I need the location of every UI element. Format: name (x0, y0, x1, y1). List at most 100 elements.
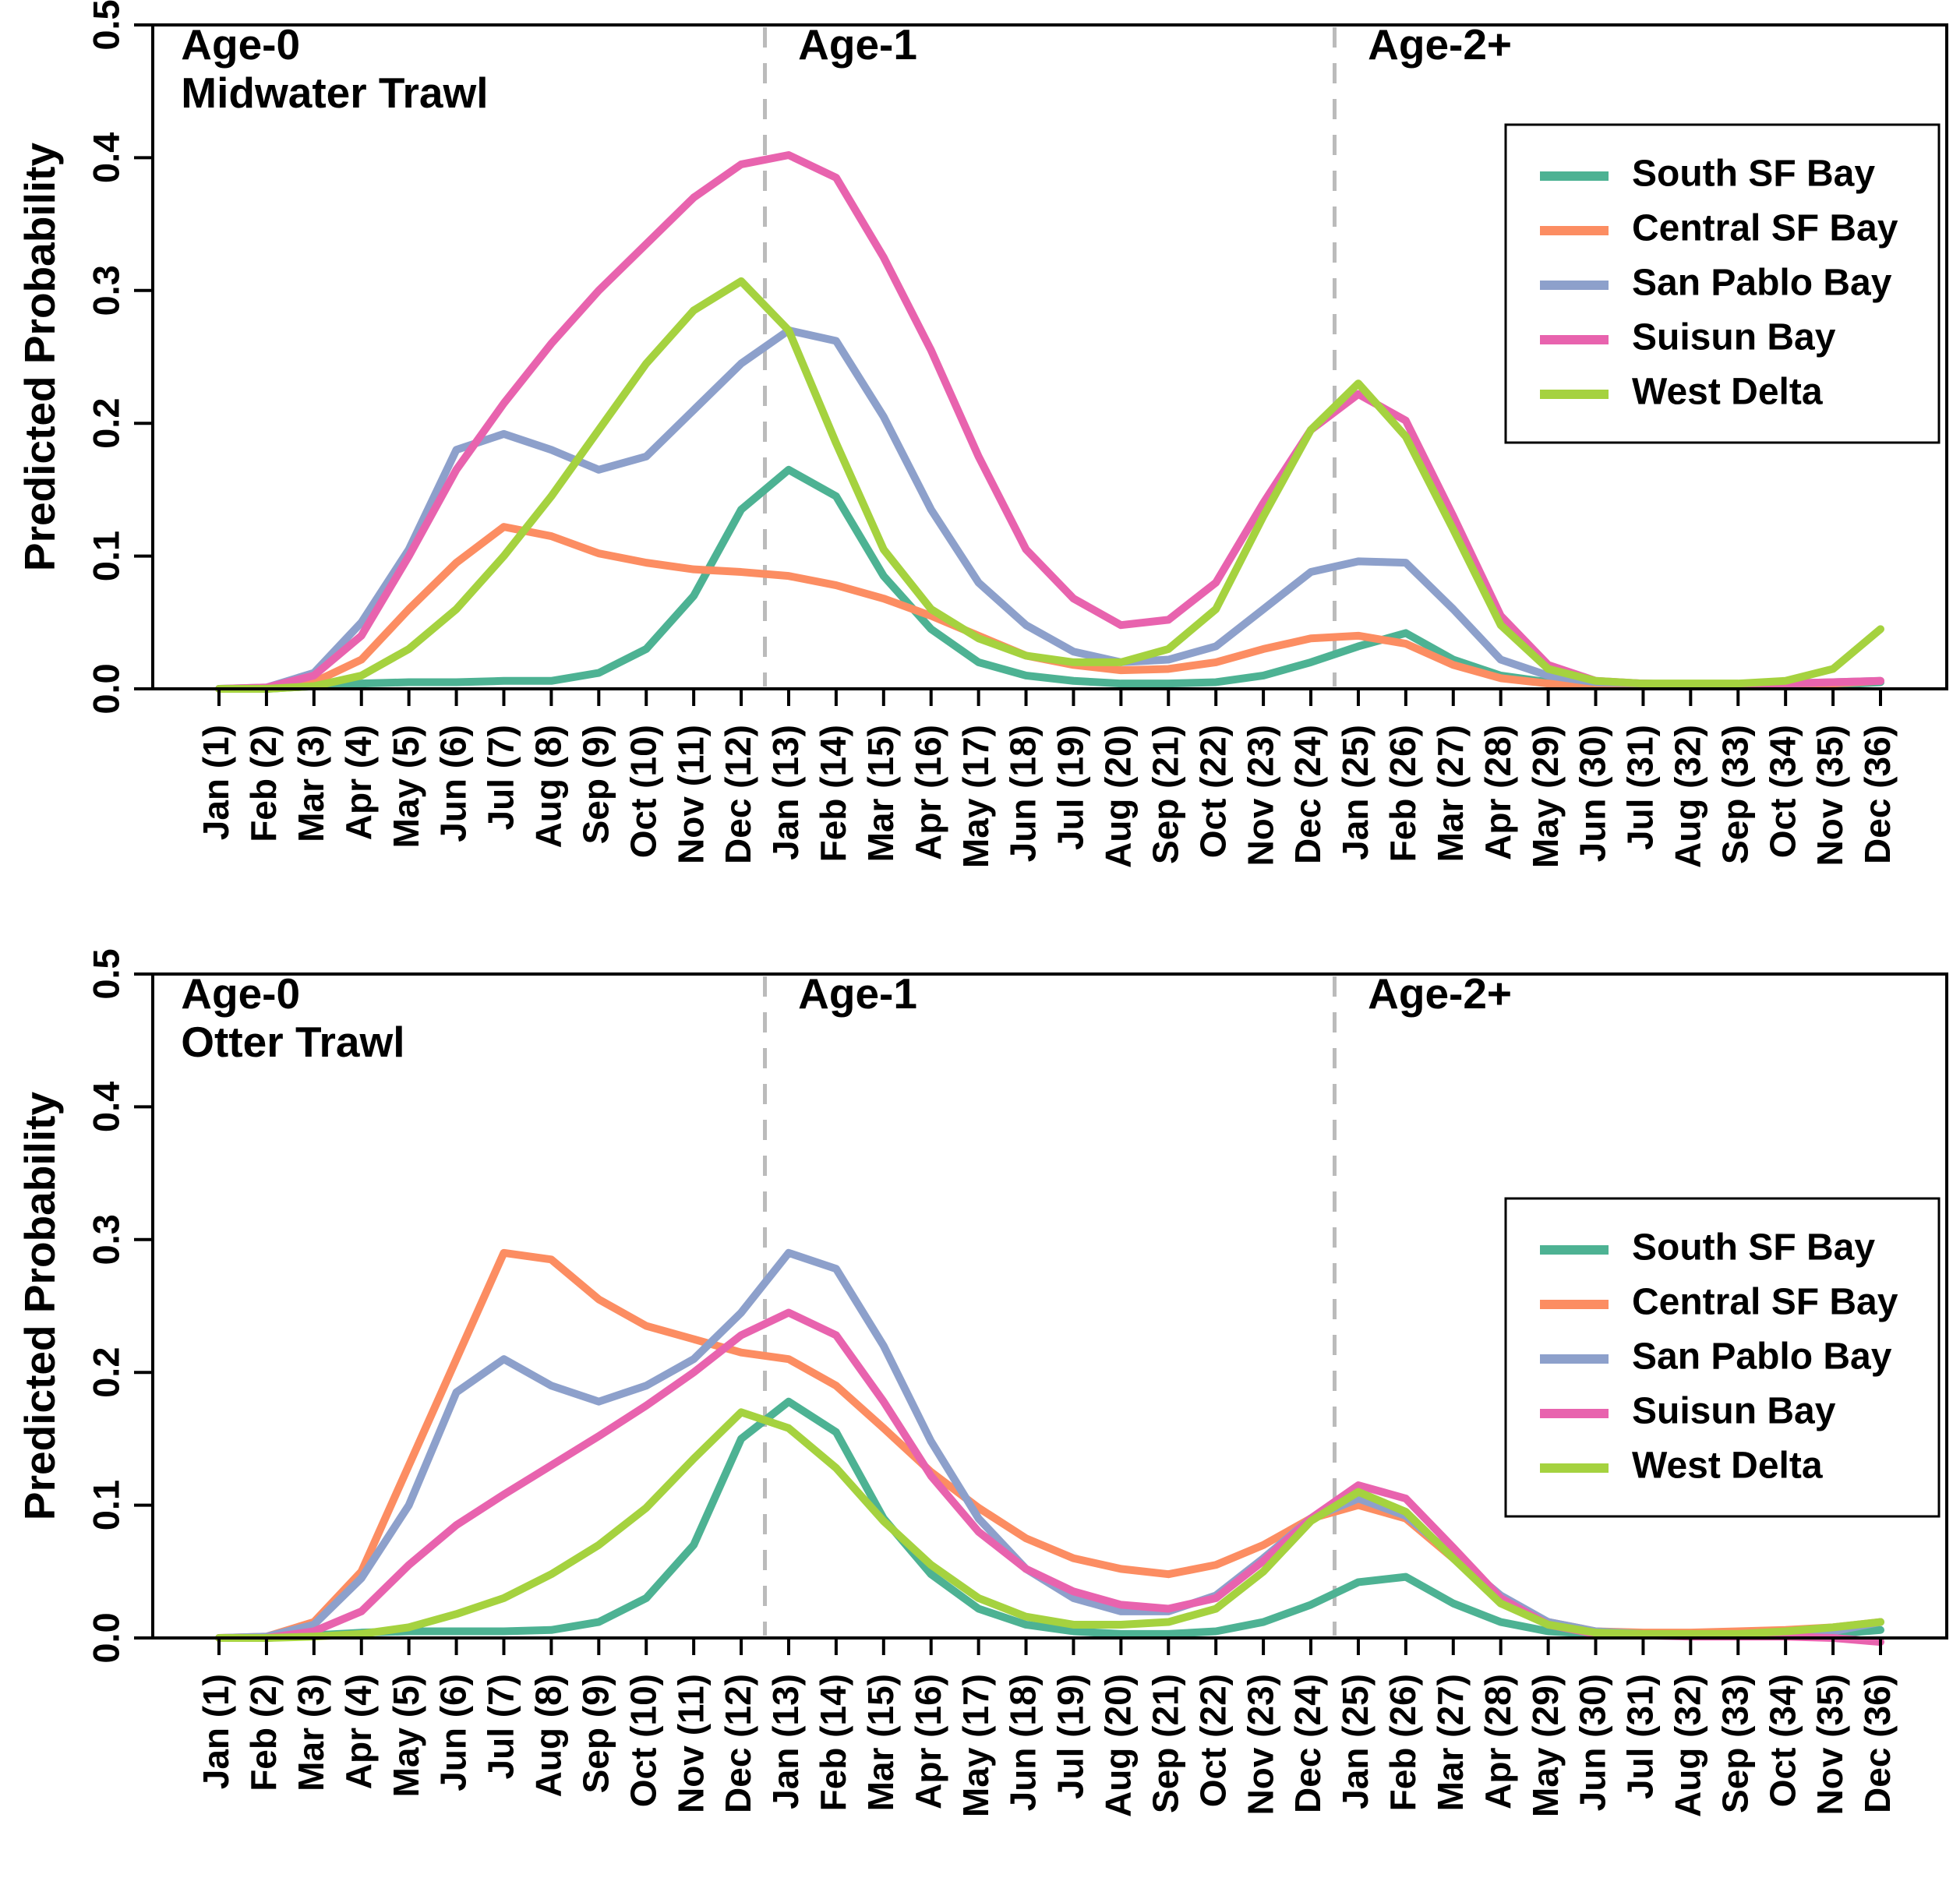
x-tick-label: Dec (36) (1857, 1674, 1898, 1813)
y-tick-label: 0.4 (85, 132, 126, 183)
x-tick-label: Oct (34) (1762, 1674, 1803, 1807)
x-tick-label: Mar (27) (1430, 1674, 1471, 1811)
series-line-west-delta (215, 1408, 1884, 1642)
x-tick-label: Jan (1) (196, 725, 236, 840)
x-tick-label: Jun (6) (433, 725, 474, 842)
age-annotation: Age-0 (181, 20, 300, 69)
plot-border (151, 972, 1948, 1640)
legend-label-south-sf-bay: South SF Bay (1632, 1227, 1875, 1269)
x-tick-label: May (29) (1525, 1674, 1566, 1817)
x-tick-label: Jul (31) (1620, 725, 1661, 850)
age-annotation: Age-0 (181, 969, 300, 1018)
y-tick-label: 0.3 (85, 265, 126, 316)
x-tick-label: Dec (12) (718, 725, 758, 864)
y-tick-label: 0.5 (85, 949, 126, 1000)
x-tick-label: May (17) (955, 1674, 996, 1817)
legend-label-central-sf-bay: Central SF Bay (1632, 208, 1898, 249)
x-tick-label: Dec (24) (1287, 1674, 1328, 1813)
x-tick-label: Aug (20) (1098, 1674, 1139, 1817)
x-tick-label: Apr (28) (1478, 725, 1518, 860)
x-tick-label: Aug (32) (1667, 725, 1707, 868)
x-tick-label: Jan (1) (196, 1674, 236, 1789)
x-tick-label: Jun (18) (1003, 1674, 1044, 1811)
x-tick-label: Nov (23) (1240, 1674, 1280, 1815)
x-tick-label: Mar (15) (860, 725, 901, 862)
panel-title: Midwater Trawl (181, 69, 488, 117)
otter-trawl-chart: Age-0 Age-1 Age-2+ Otter Trawl 0.0 0.1 0.2 0.3 0… (16, 949, 1948, 1817)
x-tick-label: Aug (8) (528, 1674, 569, 1797)
x-tick-label: Oct (10) (623, 725, 663, 858)
x-tick-label: Jul (7) (481, 1674, 521, 1779)
x-tick-label: Sep (33) (1715, 1674, 1755, 1813)
x-tick-label: May (17) (955, 725, 996, 868)
x-tick-label: Jun (6) (433, 1674, 474, 1791)
x-tick-label: Jul (19) (1051, 725, 1091, 850)
legend-label-west-delta: West Delta (1632, 1445, 1823, 1487)
midwater-trawl-chart: Age-0 Age-1 Age-2+ Midwater Trawl 0.0 0.1 0.2 0… (16, 0, 1948, 868)
x-tick-label: Mar (15) (860, 1674, 901, 1811)
series-line-west-delta (215, 277, 1884, 693)
x-tick-label: Jul (7) (481, 725, 521, 830)
x-tick-label: Jun (18) (1003, 725, 1044, 862)
x-tick-label: Feb (2) (243, 1674, 284, 1791)
x-tick-label: Jul (19) (1051, 1674, 1091, 1799)
x-tick-label: May (29) (1525, 725, 1566, 868)
chart-panel-top: Age-0 Age-1 Age-2+ Midwater Trawl 0.0 0.1 0.2 0… (0, 0, 1960, 949)
x-tick-label: Sep (21) (1145, 1674, 1185, 1813)
x-tick-label: Feb (26) (1383, 725, 1423, 862)
x-tick-label: Oct (22) (1192, 725, 1233, 858)
x-tick-label: Oct (22) (1192, 1674, 1233, 1807)
x-tick-label: Sep (21) (1145, 725, 1185, 864)
legend-label-san-pablo-bay: San Pablo Bay (1632, 263, 1892, 304)
x-tick-label: Jul (31) (1620, 1674, 1661, 1799)
x-tick-label: Nov (35) (1810, 725, 1850, 866)
x-tick-label: Jun (30) (1573, 725, 1613, 862)
x-tick-label: Sep (33) (1715, 725, 1755, 864)
legend-label-west-delta: West Delta (1632, 372, 1823, 413)
x-tick-label: Feb (26) (1383, 1674, 1423, 1811)
x-tick-label: Aug (32) (1667, 1674, 1707, 1817)
x-tick-label: Mar (27) (1430, 725, 1471, 862)
x-tick-label: Aug (20) (1098, 725, 1139, 868)
y-tick-label: 0.1 (85, 531, 126, 581)
x-tick-label: Nov (11) (670, 725, 711, 864)
y-tick-label: 0.0 (85, 663, 126, 714)
x-tick-label: Jan (25) (1335, 1674, 1376, 1809)
x-tick-label: Dec (36) (1857, 725, 1898, 864)
x-tick-label: Oct (10) (623, 1674, 663, 1807)
y-tick-label: 0.1 (85, 1480, 126, 1530)
x-tick-label: Apr (16) (908, 1674, 948, 1809)
legend-label-suisun-bay: Suisun Bay (1632, 1391, 1836, 1432)
y-axis-title: Predicted Probability (16, 143, 64, 572)
legend-label-san-pablo-bay: San Pablo Bay (1632, 1336, 1892, 1378)
age-annotation: Age-2+ (1368, 20, 1512, 69)
x-tick-label: Dec (24) (1287, 725, 1328, 864)
y-tick-label: 0.2 (85, 398, 126, 449)
age-annotation: Age-1 (798, 20, 917, 69)
y-tick-label: 0.4 (85, 1082, 126, 1132)
x-tick-label: Nov (23) (1240, 725, 1280, 866)
plot-border (151, 23, 1948, 690)
y-tick-label: 0.2 (85, 1347, 126, 1398)
panel-title: Otter Trawl (181, 1018, 404, 1066)
x-tick-label: Sep (9) (575, 1674, 616, 1793)
x-tick-label: Aug (8) (528, 725, 569, 848)
x-tick-label: Feb (2) (243, 725, 284, 842)
x-tick-label: Dec (12) (718, 1674, 758, 1813)
age-annotation: Age-2+ (1368, 969, 1512, 1018)
x-tick-label: Mar (3) (291, 725, 331, 842)
x-tick-label: Feb (14) (813, 725, 853, 862)
x-tick-label: Nov (11) (670, 1674, 711, 1813)
x-tick-label: Nov (35) (1810, 1674, 1850, 1815)
x-tick-label: Jun (30) (1573, 1674, 1613, 1811)
legend-label-south-sf-bay: South SF Bay (1632, 154, 1875, 195)
x-tick-label: Jan (25) (1335, 725, 1376, 860)
x-tick-label: Apr (4) (338, 725, 379, 840)
x-tick-label: Jan (13) (765, 725, 806, 860)
x-tick-label: May (5) (386, 725, 426, 848)
x-tick-label: Apr (28) (1478, 1674, 1518, 1809)
x-tick-label: Jan (13) (765, 1674, 806, 1809)
y-tick-label: 0.0 (85, 1612, 126, 1663)
legend-label-suisun-bay: Suisun Bay (1632, 317, 1836, 358)
